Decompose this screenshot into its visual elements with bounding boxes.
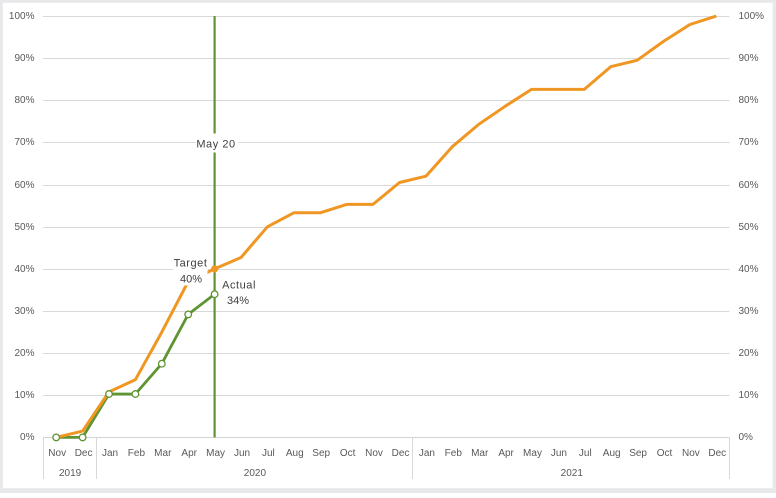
svg-text:May 20: May 20 (196, 139, 235, 151)
svg-text:90%: 90% (14, 53, 34, 64)
svg-text:Aug: Aug (603, 448, 621, 459)
svg-text:0%: 0% (739, 432, 754, 443)
svg-text:Actual: Actual (222, 279, 256, 291)
svg-text:60%: 60% (14, 180, 34, 191)
svg-text:Oct: Oct (657, 448, 673, 459)
svg-text:50%: 50% (14, 222, 34, 233)
svg-text:May: May (523, 448, 542, 459)
svg-text:Dec: Dec (75, 448, 93, 459)
svg-text:Jul: Jul (262, 448, 275, 459)
svg-text:34%: 34% (227, 295, 249, 307)
svg-text:40%: 40% (180, 274, 202, 286)
svg-text:60%: 60% (739, 180, 759, 191)
svg-text:Mar: Mar (154, 448, 172, 459)
svg-text:80%: 80% (739, 95, 759, 106)
svg-text:Sep: Sep (629, 448, 647, 459)
svg-text:80%: 80% (14, 95, 34, 106)
svg-text:Dec: Dec (708, 448, 726, 459)
svg-text:10%: 10% (14, 390, 34, 401)
svg-text:90%: 90% (739, 53, 759, 64)
svg-text:Jun: Jun (234, 448, 250, 459)
svg-text:30%: 30% (14, 306, 34, 317)
svg-text:20%: 20% (14, 348, 34, 359)
svg-text:Target: Target (174, 258, 208, 270)
svg-text:Jan: Jan (419, 448, 435, 459)
svg-text:0%: 0% (20, 432, 35, 443)
svg-text:Jul: Jul (579, 448, 592, 459)
svg-text:2019: 2019 (59, 468, 82, 479)
svg-text:70%: 70% (14, 137, 34, 148)
svg-text:May: May (206, 448, 225, 459)
svg-text:Dec: Dec (392, 448, 410, 459)
svg-text:20%: 20% (739, 348, 759, 359)
svg-text:Jan: Jan (102, 448, 118, 459)
svg-text:100%: 100% (9, 11, 35, 22)
svg-text:40%: 40% (739, 264, 759, 275)
svg-text:Nov: Nov (48, 448, 66, 459)
svg-text:Apr: Apr (498, 448, 514, 459)
svg-text:Mar: Mar (471, 448, 489, 459)
svg-text:30%: 30% (739, 306, 759, 317)
svg-text:Jun: Jun (551, 448, 567, 459)
svg-text:Apr: Apr (181, 448, 197, 459)
svg-text:Nov: Nov (365, 448, 383, 459)
svg-text:Aug: Aug (286, 448, 304, 459)
svg-text:Sep: Sep (312, 448, 330, 459)
svg-text:70%: 70% (739, 137, 759, 148)
svg-text:100%: 100% (739, 11, 765, 22)
svg-text:Feb: Feb (128, 448, 146, 459)
svg-text:50%: 50% (739, 222, 759, 233)
svg-text:Oct: Oct (340, 448, 356, 459)
svg-text:Nov: Nov (682, 448, 700, 459)
svg-text:2020: 2020 (244, 468, 267, 479)
svg-text:40%: 40% (14, 264, 34, 275)
svg-text:10%: 10% (739, 390, 759, 401)
svg-text:2021: 2021 (561, 468, 584, 479)
svg-text:Feb: Feb (445, 448, 463, 459)
